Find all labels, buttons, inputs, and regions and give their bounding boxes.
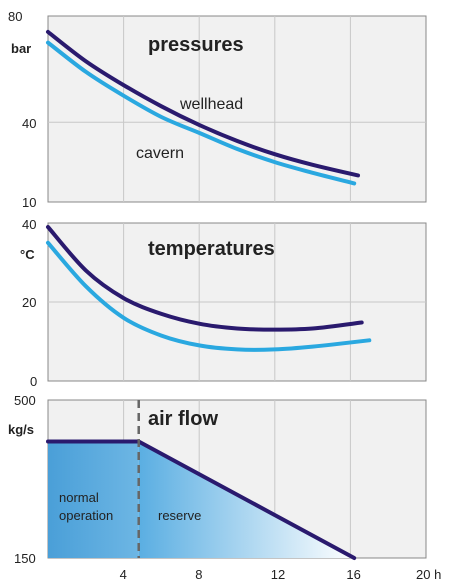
temperatures-title: temperatures [148, 238, 275, 260]
temperatures-ylabel: °C [20, 247, 35, 262]
airflow-normal-operation-label-line1: normal [59, 490, 99, 505]
temperatures-gridlines [48, 223, 426, 381]
pressures-plot-area [47, 15, 427, 203]
temperatures-lower-line [46, 240, 372, 352]
x-tick-label-8: 8 [195, 567, 202, 582]
pressures-cavern-label: cavern [136, 145, 184, 162]
temperatures-upper-line [46, 225, 364, 332]
x-tick-label-12: 12 [271, 567, 285, 582]
x-tick-label-4: 4 [120, 567, 127, 582]
airflow-panel: 500 kg/s 150 air flow normal operation r… [8, 393, 441, 582]
airflow-ytick-150: 150 [14, 551, 36, 566]
temperatures-ytick-20: 20 [22, 295, 36, 310]
pressures-title: pressures [148, 34, 244, 56]
pressures-wellhead-label: wellhead [179, 96, 243, 113]
pressures-ytick-10: 10 [22, 195, 36, 210]
pressures-ylabel: bar [11, 41, 31, 56]
airflow-ylabel: kg/s [8, 422, 34, 437]
pressures-panel: 80 bar 40 10 pressures wellhead cavern [8, 9, 427, 210]
airflow-title: air flow [148, 408, 218, 430]
pressures-gridlines [48, 16, 426, 202]
pressures-ytick-80: 80 [8, 9, 22, 24]
pressures-wellhead-line [46, 29, 360, 178]
temperatures-panel: 40 °C 20 0 temperatures [20, 217, 427, 389]
airflow-normal-operation-area [48, 441, 139, 558]
airflow-ytick-500: 500 [14, 393, 36, 408]
airflow-normal-operation-label-line2: operation [59, 508, 113, 523]
temperatures-ytick-40: 40 [22, 217, 36, 232]
x-axis-tick-labels: 4 8 12 16 20 h [120, 567, 442, 582]
temperatures-ytick-0: 0 [30, 374, 37, 389]
x-tick-label-20: 20 h [416, 567, 441, 582]
x-tick-label-16: 16 [346, 567, 360, 582]
airflow-reserve-label: reserve [158, 508, 201, 523]
pressures-cavern-line [46, 40, 357, 186]
pressures-ytick-40: 40 [22, 116, 36, 131]
